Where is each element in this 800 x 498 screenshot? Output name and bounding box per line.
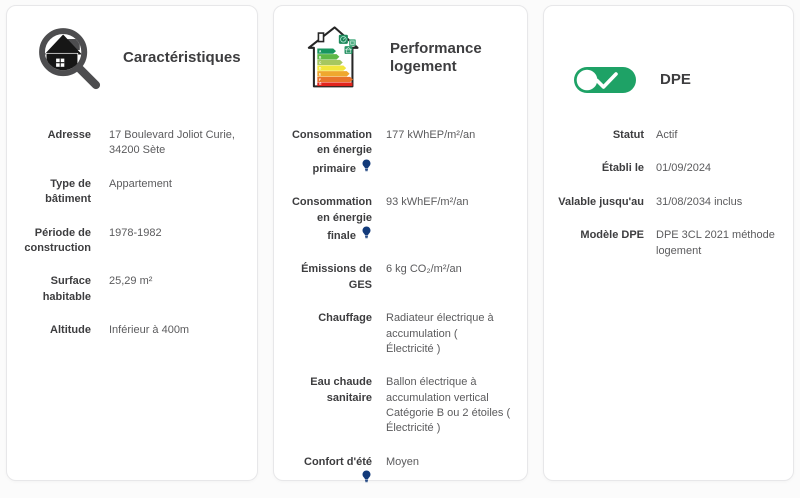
svg-text:E: E [319,72,321,76]
svg-text:F: F [319,78,321,82]
